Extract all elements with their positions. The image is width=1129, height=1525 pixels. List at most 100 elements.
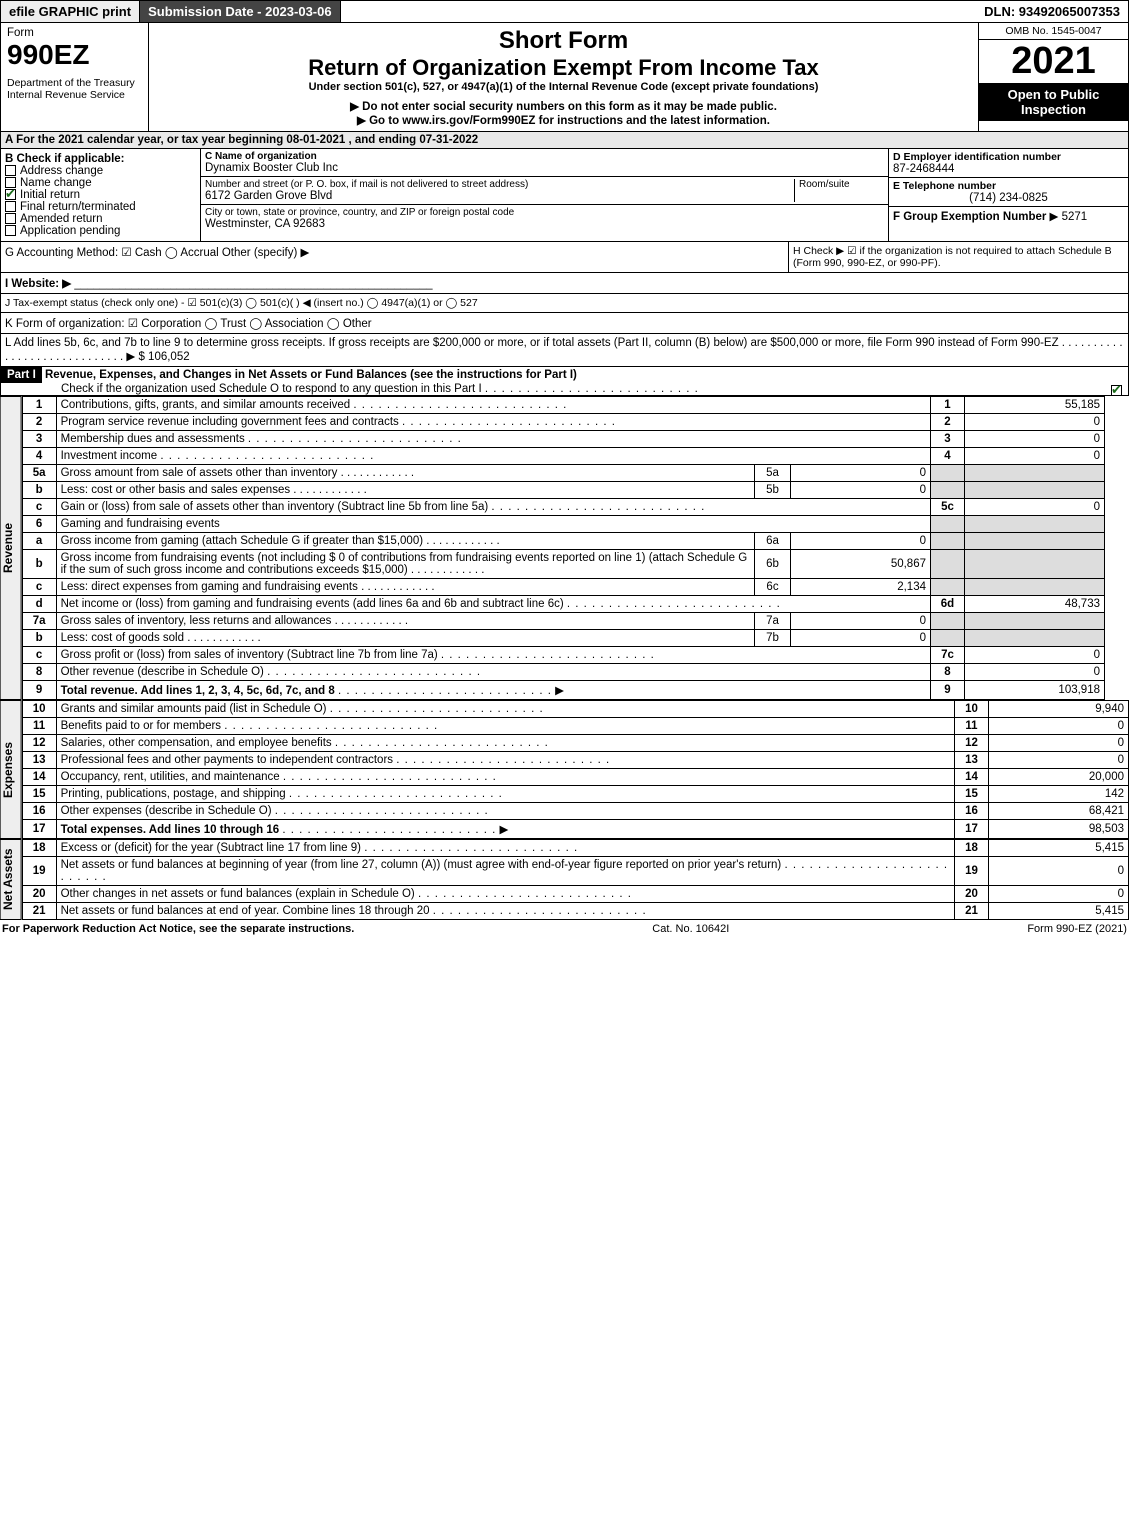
line-value: 0 <box>989 735 1129 752</box>
line-value: 9,940 <box>989 701 1129 718</box>
table-row: 13Professional fees and other payments t… <box>22 752 1128 769</box>
line-desc: Gross sales of inventory, less returns a… <box>56 613 754 630</box>
submission-date-button[interactable]: Submission Date - 2023-03-06 <box>140 1 341 22</box>
table-row: 19Net assets or fund balances at beginni… <box>22 857 1128 886</box>
line-l: L Add lines 5b, 6c, and 7b to line 9 to … <box>0 334 1129 367</box>
line-desc: Occupancy, rent, utilities, and maintena… <box>56 769 954 786</box>
line-no: 21 <box>22 903 56 920</box>
line-no: 11 <box>22 718 56 735</box>
line-value: 0 <box>989 752 1129 769</box>
line-no: 10 <box>22 701 56 718</box>
sub-line-value: 2,134 <box>791 579 931 596</box>
room-label: Room/suite <box>794 179 884 202</box>
spacer <box>341 1 977 22</box>
line-desc: Salaries, other compensation, and employ… <box>56 735 954 752</box>
chk-final-return[interactable]: Final return/terminated <box>5 201 196 213</box>
line-desc: Gross profit or (loss) from sales of inv… <box>56 647 930 664</box>
line-no: 14 <box>22 769 56 786</box>
schedule-o-checkbox[interactable] <box>1111 385 1122 396</box>
line-value: 0 <box>965 431 1105 448</box>
line-desc: Program service revenue including govern… <box>56 414 930 431</box>
line-num-shaded <box>931 533 965 550</box>
line-no: b <box>22 482 56 499</box>
sub-line-value: 50,867 <box>791 550 931 579</box>
f-label: F Group Exemption Number <box>893 211 1046 223</box>
arrow-icon: ▶ <box>1050 211 1059 223</box>
line-num: 5c <box>931 499 965 516</box>
sub-line-no: 5b <box>755 482 791 499</box>
line-h: H Check ▶ ☑ if the organization is not r… <box>788 242 1128 272</box>
chk-application-pending[interactable]: Application pending <box>5 225 196 237</box>
line-k: K Form of organization: ☑ Corporation ◯ … <box>0 313 1129 334</box>
line-desc: Excess or (deficit) for the year (Subtra… <box>56 840 954 857</box>
sub-line-value: 0 <box>791 533 931 550</box>
part-i-title: Revenue, Expenses, and Changes in Net As… <box>45 369 577 381</box>
open-public-badge: Open to Public Inspection <box>979 83 1128 121</box>
table-row: 4Investment income 40 <box>22 448 1104 465</box>
revenue-sidebar: Revenue <box>0 396 22 700</box>
line-no: 3 <box>22 431 56 448</box>
chk-address-change[interactable]: Address change <box>5 165 196 177</box>
expenses-table: 10Grants and similar amounts paid (list … <box>22 700 1129 839</box>
expenses-sidebar: Expenses <box>0 700 22 839</box>
sub-line-value: 0 <box>791 613 931 630</box>
goto-link[interactable]: ▶ Go to www.irs.gov/Form990EZ for instru… <box>155 113 972 127</box>
line-desc: Less: cost or other basis and sales expe… <box>56 482 754 499</box>
line-value: 142 <box>989 786 1129 803</box>
table-row: aGross income from gaming (attach Schedu… <box>22 533 1104 550</box>
d-label: D Employer identification number <box>893 151 1124 163</box>
group-exemption-value: 5271 <box>1062 211 1088 223</box>
efile-print-button[interactable]: efile GRAPHIC print <box>1 1 140 22</box>
sub-line-value: 0 <box>791 630 931 647</box>
line-num-shaded <box>931 465 965 482</box>
form-header: Form 990EZ Department of the Treasury In… <box>0 23 1129 132</box>
line-num: 6d <box>931 596 965 613</box>
sub-line-value: 0 <box>791 482 931 499</box>
city-label: City or town, state or province, country… <box>205 207 884 218</box>
sub-line-no: 6a <box>755 533 791 550</box>
tax-year: 2021 <box>979 40 1128 83</box>
line-num: 2 <box>931 414 965 431</box>
line-desc: Printing, publications, postage, and shi… <box>56 786 954 803</box>
line-num-shaded <box>931 482 965 499</box>
sub-line-no: 5a <box>755 465 791 482</box>
line-num: 19 <box>955 857 989 886</box>
line-num: 1 <box>931 397 965 414</box>
line-num: 11 <box>955 718 989 735</box>
part-i-tag: Part I <box>1 367 42 383</box>
line-val-shaded <box>965 613 1105 630</box>
table-row: cLess: direct expenses from gaming and f… <box>22 579 1104 596</box>
chk-name-change[interactable]: Name change <box>5 177 196 189</box>
chk-label: Amended return <box>20 213 102 225</box>
line-val-shaded <box>965 516 1105 533</box>
line-val-shaded <box>965 550 1105 579</box>
line-num: 8 <box>931 664 965 681</box>
line-value: 55,185 <box>965 397 1105 414</box>
line-desc: Benefits paid to or for members <box>56 718 954 735</box>
line-value: 5,415 <box>989 840 1129 857</box>
table-row: 20Other changes in net assets or fund ba… <box>22 886 1128 903</box>
line-value: 68,421 <box>989 803 1129 820</box>
line-value: 0 <box>965 499 1105 516</box>
table-row: dNet income or (loss) from gaming and fu… <box>22 596 1104 613</box>
line-j: J Tax-exempt status (check only one) - ☑… <box>0 294 1129 313</box>
line-value: 0 <box>989 718 1129 735</box>
line-value: 0 <box>965 664 1105 681</box>
line-value: 20,000 <box>989 769 1129 786</box>
line-desc: Total expenses. Add lines 10 through 16 … <box>56 820 954 839</box>
title-short-form: Short Form <box>155 27 972 55</box>
footer-form-ref: Form 990-EZ (2021) <box>1027 923 1127 935</box>
chk-initial-return[interactable]: Initial return <box>5 189 196 201</box>
line-no: c <box>22 647 56 664</box>
chk-amended-return[interactable]: Amended return <box>5 213 196 225</box>
line-desc: Gain or (loss) from sale of assets other… <box>56 499 930 516</box>
line-no: 7a <box>22 613 56 630</box>
line-value: 103,918 <box>965 681 1105 700</box>
table-row: 1Contributions, gifts, grants, and simil… <box>22 397 1104 414</box>
line-value: 0 <box>989 886 1129 903</box>
line-num: 13 <box>955 752 989 769</box>
line-num: 9 <box>931 681 965 700</box>
table-row: 7aGross sales of inventory, less returns… <box>22 613 1104 630</box>
line-desc: Professional fees and other payments to … <box>56 752 954 769</box>
line-num: 10 <box>955 701 989 718</box>
